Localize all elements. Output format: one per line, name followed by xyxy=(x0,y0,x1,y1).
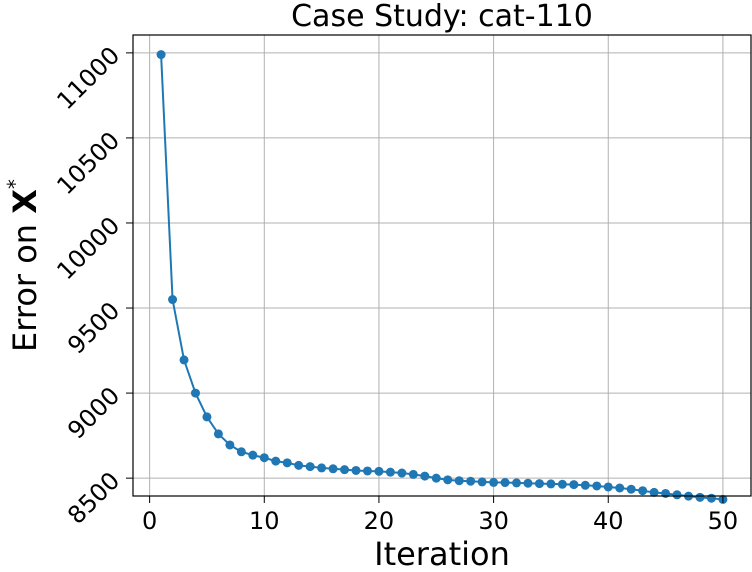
data-point xyxy=(489,477,499,487)
data-point xyxy=(500,478,510,488)
data-point xyxy=(328,464,338,474)
data-point xyxy=(340,465,350,475)
data-point xyxy=(282,458,292,468)
data-point xyxy=(592,481,602,491)
data-point xyxy=(305,462,315,472)
x-tick-label: 40 xyxy=(593,507,624,535)
data-point xyxy=(466,476,476,486)
y-axis-label-superscript: * xyxy=(3,179,27,189)
data-point xyxy=(236,447,246,457)
y-axis-ticks: 8500 9000 9500 10000 10500 11000 xyxy=(51,41,133,530)
data-point xyxy=(190,388,200,398)
y-axis-label-math: X xyxy=(6,189,44,214)
data-point xyxy=(523,478,533,488)
data-point xyxy=(672,490,682,500)
data-point xyxy=(213,429,223,439)
y-tick-label: 10500 xyxy=(51,126,125,200)
data-point xyxy=(638,486,648,496)
y-tick-label: 9000 xyxy=(62,382,125,445)
series-line xyxy=(160,54,724,501)
x-axis-label: Iteration xyxy=(374,535,510,572)
data-point xyxy=(271,456,281,466)
x-tick-label: 10 xyxy=(249,507,280,535)
x-tick-label: 50 xyxy=(708,507,739,535)
data-point xyxy=(294,460,304,470)
y-tick-label: 9500 xyxy=(62,296,125,359)
grid-lines xyxy=(133,35,751,496)
data-point xyxy=(431,473,441,483)
chart-title: Case Study: cat-110 xyxy=(291,0,593,34)
data-point xyxy=(649,487,659,497)
x-axis-ticks: 0 10 20 30 40 50 xyxy=(142,496,738,535)
data-point xyxy=(454,476,464,486)
data-point xyxy=(477,477,487,487)
data-point xyxy=(557,479,567,489)
x-tick-label: 20 xyxy=(364,507,395,535)
plot-area-frame xyxy=(132,34,752,497)
data-point xyxy=(225,440,235,450)
data-point xyxy=(408,469,418,479)
y-axis-label-text: Error on xyxy=(6,214,44,352)
y-tick-label: 11000 xyxy=(51,41,125,115)
x-tick-label: 30 xyxy=(478,507,509,535)
data-point xyxy=(248,450,258,460)
series-layer xyxy=(156,50,728,504)
data-point xyxy=(374,466,384,476)
y-tick-label: 8500 xyxy=(62,467,125,530)
data-point xyxy=(626,484,636,494)
data-point xyxy=(385,467,395,477)
data-point xyxy=(569,480,579,490)
y-tick-label: 10000 xyxy=(51,211,125,285)
y-axis-label: Error on X* xyxy=(3,179,44,352)
data-point xyxy=(512,478,522,488)
data-point xyxy=(580,480,590,490)
data-point xyxy=(156,50,166,60)
data-point xyxy=(420,471,430,481)
data-point xyxy=(546,479,556,489)
x-tick-label: 0 xyxy=(142,507,157,535)
data-point xyxy=(603,482,613,492)
data-point xyxy=(534,479,544,489)
data-point xyxy=(168,295,178,305)
data-point xyxy=(351,465,361,475)
data-point xyxy=(706,493,716,503)
data-point xyxy=(317,463,327,473)
data-point xyxy=(179,355,189,365)
data-point xyxy=(362,466,372,476)
data-point xyxy=(443,475,453,485)
data-point xyxy=(695,492,705,502)
data-point xyxy=(615,483,625,493)
data-point xyxy=(397,468,407,478)
data-point xyxy=(202,412,212,422)
data-point xyxy=(259,453,269,463)
